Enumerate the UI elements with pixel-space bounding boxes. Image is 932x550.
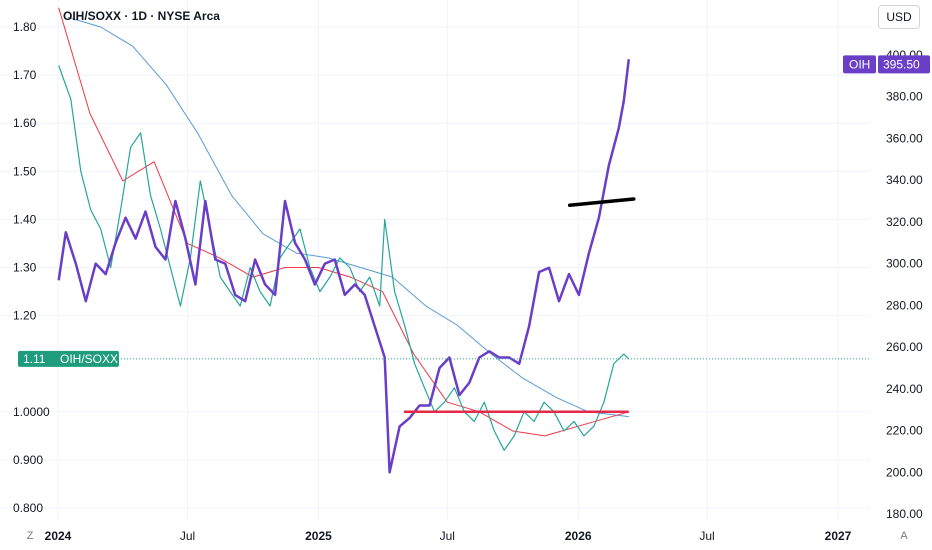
series-line-oih-soxx <box>58 65 630 451</box>
ratio-badge-value: 1.11 <box>23 352 46 366</box>
right-axis-tick: 220.00 <box>886 424 923 438</box>
time-axis-tick: Jul <box>180 529 195 543</box>
series-layer <box>57 7 631 474</box>
right-axis-tick: 380.00 <box>886 90 923 104</box>
gridlines <box>0 0 870 520</box>
left-axis-tick: 1.50 <box>13 164 37 178</box>
annotation-layer <box>55 197 870 414</box>
currency-button[interactable]: USD <box>878 5 920 29</box>
left-axis-tick: 1.70 <box>13 68 37 82</box>
time-axis-tick: Jul <box>699 529 714 543</box>
right-axis-tick: 300.00 <box>886 257 923 271</box>
oih-price-badge <box>878 55 930 74</box>
right-axis-tick: 320.00 <box>886 215 923 229</box>
time-axis-tick: 2026 <box>565 529 592 543</box>
left-axis-tick: 1.30 <box>13 261 37 275</box>
right-axis-tick: 360.00 <box>886 131 923 145</box>
series-line-oih <box>57 59 631 474</box>
right-axis-tick: 200.00 <box>886 465 923 479</box>
chart-title: OIH/SOXX · 1D · NYSE Arca <box>63 9 220 23</box>
right-axis-tick: 180.00 <box>886 507 923 521</box>
right-axis-tick: 240.00 <box>886 382 923 396</box>
left-axis-tick: 0.900 <box>13 453 43 467</box>
right-axis-tick: 340.00 <box>886 173 923 187</box>
right-axis-tick: 260.00 <box>886 340 923 354</box>
time-axis-tick: 2025 <box>305 529 332 543</box>
series-line-ma-short <box>58 7 629 437</box>
auto-scale-button[interactable]: A <box>900 530 908 542</box>
left-axis-tick: 1.80 <box>13 20 37 34</box>
right-axis-tick: 280.00 <box>886 298 923 312</box>
oih-price-text: 395.50 <box>883 57 920 71</box>
right-price-axis[interactable]: 400.00380.00360.00340.00320.00300.00280.… <box>886 48 923 521</box>
zoom-toggle-button[interactable]: Z <box>26 530 34 542</box>
left-axis-tick: 1.40 <box>13 212 37 226</box>
oih-label-text: OIH <box>849 57 870 71</box>
left-axis-tick: 1.20 <box>13 309 37 323</box>
time-axis[interactable]: 2024 Jul 2025 Jul 2026 Jul 2027 <box>45 529 852 543</box>
left-axis-tick: 1.0000 <box>13 405 50 419</box>
left-axis-tick: 1.60 <box>13 116 37 130</box>
time-axis-tick: 2024 <box>45 529 72 543</box>
breakout-line <box>567 197 636 207</box>
left-axis-tick: 0.800 <box>13 501 43 515</box>
time-axis-tick: 2027 <box>825 529 852 543</box>
series-line-ma-long <box>67 16 629 418</box>
time-axis-tick: Jul <box>440 529 455 543</box>
left-price-axis[interactable]: 1.80 1.70 1.60 1.50 1.40 1.30 1.20 1.0000 0.900 0… <box>13 20 50 515</box>
oih-label-badge <box>843 55 876 74</box>
ratio-badge <box>18 350 119 367</box>
ratio-badge-label: OIH/SOXX <box>60 352 118 366</box>
price-badges: 1.11 OIH/SOXX OIH 395.50 <box>18 55 930 367</box>
